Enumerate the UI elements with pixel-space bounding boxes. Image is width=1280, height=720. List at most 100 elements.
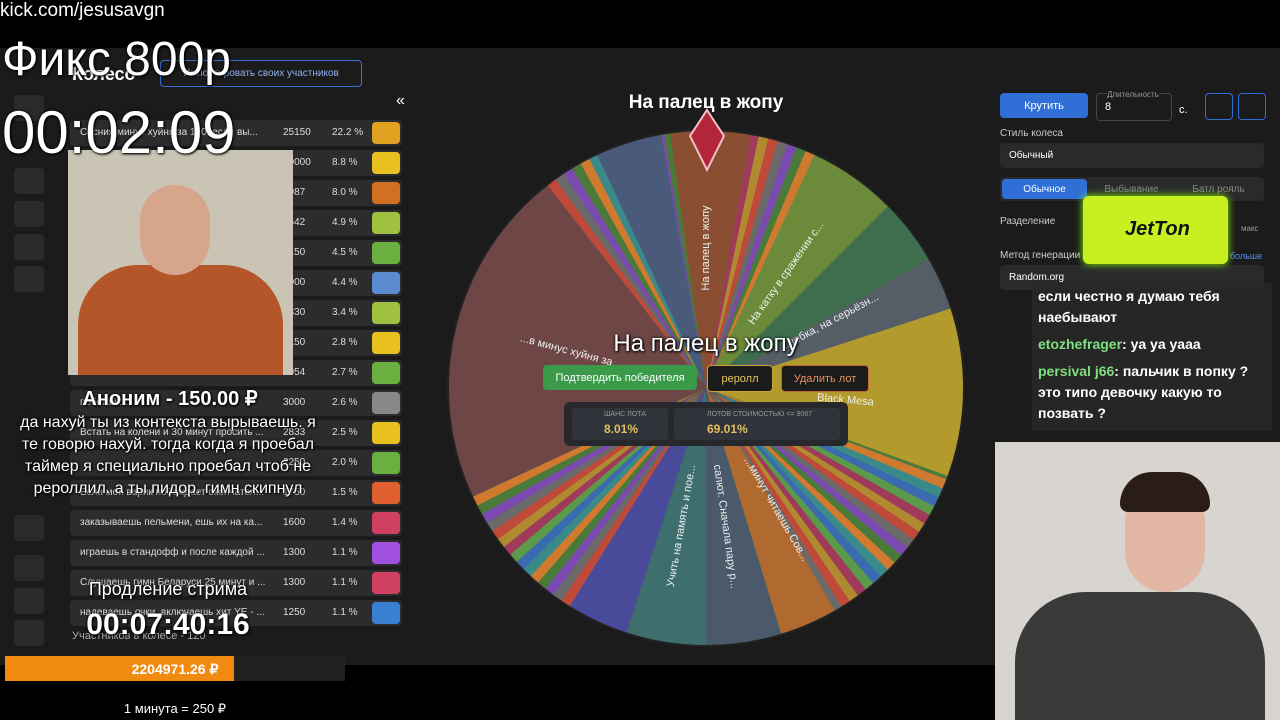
wheel-title: На палец в жопу bbox=[628, 92, 784, 113]
lot-percent: 2.7 % bbox=[332, 367, 358, 378]
lot-row[interactable]: играешь в стандофф и после каждой ... 130… bbox=[70, 540, 402, 566]
lot-icon bbox=[372, 512, 400, 534]
chat-text: если честно я думаю тебя наебывают bbox=[1038, 288, 1220, 325]
lot-row[interactable]: Если мой варик побеждает окончател... 175… bbox=[70, 480, 402, 506]
collapse[interactable]: « bbox=[396, 92, 405, 109]
sidebar-icon[interactable] bbox=[14, 515, 44, 541]
style-select[interactable]: Обычный bbox=[1000, 143, 1264, 168]
spin-button[interactable]: Крутить bbox=[1000, 93, 1088, 118]
lot-row[interactable]: побегай ... 3000 2.6 % bbox=[70, 390, 402, 416]
icon-button[interactable] bbox=[1205, 93, 1233, 120]
import-button[interactable]: Импортировать своих участников bbox=[160, 60, 362, 87]
lot-percent: 8.0 % bbox=[332, 187, 358, 198]
webcam bbox=[995, 442, 1280, 720]
wheel-slice bbox=[663, 131, 706, 388]
delete-button[interactable]: Удалить лот bbox=[781, 365, 869, 392]
sidebar-icon[interactable] bbox=[14, 588, 44, 614]
sidebar-icon[interactable] bbox=[14, 234, 44, 260]
lot-amount: 1750 bbox=[283, 487, 306, 498]
lot-percent: 4.9 % bbox=[332, 217, 358, 228]
wheel-slice bbox=[706, 146, 807, 388]
tab[interactable]: Выбывание bbox=[1104, 183, 1159, 195]
stat-value: 69.01% bbox=[707, 422, 748, 436]
tab[interactable]: Батл рояль bbox=[1192, 183, 1245, 195]
wheel-slice bbox=[448, 184, 706, 498]
lot-icon bbox=[372, 482, 400, 504]
lot-icon bbox=[372, 242, 400, 264]
lot-name: заказываешь пельмени, ешь их на ка... bbox=[80, 517, 263, 528]
lot-amount: 2833 bbox=[283, 427, 306, 438]
lot-name: надеваешь очки, включаешь хит YE - ... bbox=[80, 607, 265, 618]
lot-name: Встать на колени и 30 минут просить ... bbox=[80, 427, 264, 438]
progress-amount: 2204971.26 ₽ bbox=[131, 661, 219, 677]
lot-percent: 2.6 % bbox=[332, 397, 358, 408]
lot-percent: 2.8 % bbox=[332, 337, 358, 348]
wheel-slice bbox=[547, 178, 706, 388]
link[interactable]: больше bbox=[1230, 251, 1263, 261]
lot-icon bbox=[372, 362, 400, 384]
chat: если честно я думаю тебя наебывают etozhe… bbox=[1032, 283, 1272, 431]
wheel: На палец в жопу...в минус хуйня за...Bla… bbox=[447, 129, 965, 647]
lot-percent: 2.5 % bbox=[332, 427, 358, 438]
wheel-slice bbox=[706, 205, 930, 388]
lot-icon bbox=[372, 452, 400, 474]
duration-input[interactable]: Длительность 8 bbox=[1096, 90, 1172, 121]
lot-percent: 4.5 % bbox=[332, 247, 358, 258]
lot-percent: 22.2 % bbox=[332, 127, 364, 138]
icon-button[interactable] bbox=[1238, 93, 1266, 120]
lot-row[interactable]: надеваешь очки, включаешь хит YE - ... 12… bbox=[70, 600, 402, 626]
tab[interactable]: Обычное bbox=[1002, 179, 1087, 199]
donation-text: да нахуй ты из контекста вырываешь. я те… bbox=[20, 414, 316, 497]
lot-row[interactable]: заказываешь пельмени, ешь их на ка... 160… bbox=[70, 510, 402, 536]
winner: На палец в жопу bbox=[613, 330, 799, 357]
wheel-slice bbox=[563, 167, 706, 388]
sidebar-icon[interactable] bbox=[14, 168, 44, 194]
value: 8 bbox=[1105, 101, 1112, 113]
lot-icon bbox=[372, 152, 400, 174]
stat-label: Шанс лота bbox=[604, 411, 646, 418]
chat-user: persival j66 bbox=[1038, 363, 1115, 379]
lot-amount: 3830 bbox=[283, 307, 306, 318]
lot-row[interactable]: Слушаешь гимн Беларуси 25 минут и ... 130… bbox=[70, 570, 402, 596]
wheel-slice bbox=[706, 259, 952, 388]
lot-icon bbox=[372, 332, 400, 354]
sidebar-icon[interactable] bbox=[14, 95, 44, 121]
stat-label: Лотов стоимостью <= 9087 bbox=[707, 411, 812, 418]
donation-name: Аноним - 150.00 ₽ bbox=[82, 388, 258, 410]
wheel-slice bbox=[571, 162, 706, 388]
lot-icon bbox=[372, 182, 400, 204]
pointer bbox=[688, 108, 726, 172]
lot-row[interactable]: Сесния минус хуйня за 150, если вы... 251… bbox=[70, 120, 402, 146]
lot-amount: 1300 bbox=[283, 577, 306, 588]
sidebar-icon[interactable] bbox=[14, 555, 44, 581]
sidebar-icon[interactable] bbox=[14, 620, 44, 646]
lot-name: побегай ... bbox=[80, 397, 128, 408]
chat-text: : ya ya yaaa bbox=[1122, 336, 1201, 352]
lot-percent: 2.0 % bbox=[332, 457, 358, 468]
confirm-button[interactable]: Подтвердить победителя bbox=[543, 365, 697, 390]
reroll-button[interactable]: реролл bbox=[707, 365, 773, 392]
sidebar-icon[interactable] bbox=[14, 201, 44, 227]
lot-amount: 3054 bbox=[283, 367, 306, 378]
wheel-slice bbox=[569, 388, 706, 634]
lot-icon bbox=[372, 212, 400, 234]
webcam bbox=[68, 150, 293, 375]
lot-icon bbox=[372, 572, 400, 594]
wheel-slice bbox=[706, 135, 769, 388]
lot-amount: 10000 bbox=[283, 157, 311, 168]
lot-name: Слушаешь гимн Беларуси 25 минут и ... bbox=[80, 577, 266, 588]
lot-amount: 5000 bbox=[283, 277, 306, 288]
lot-row[interactable]: 2250 2.0 % bbox=[70, 450, 402, 476]
sidebar-icon[interactable] bbox=[14, 266, 44, 292]
lot-icon bbox=[372, 542, 400, 564]
label: Длительность bbox=[1107, 90, 1159, 99]
lot-amount: 25150 bbox=[283, 127, 311, 138]
wheel-slice bbox=[626, 388, 706, 646]
logo-text: JetTon bbox=[1125, 218, 1190, 240]
lot-amount: 5542 bbox=[283, 217, 306, 228]
label: макс bbox=[1241, 224, 1259, 233]
lot-row[interactable]: Встать на колени и 30 минут просить ... 2… bbox=[70, 420, 402, 446]
lot-icon bbox=[372, 422, 400, 444]
extension-title: Продление стрима bbox=[88, 579, 248, 599]
